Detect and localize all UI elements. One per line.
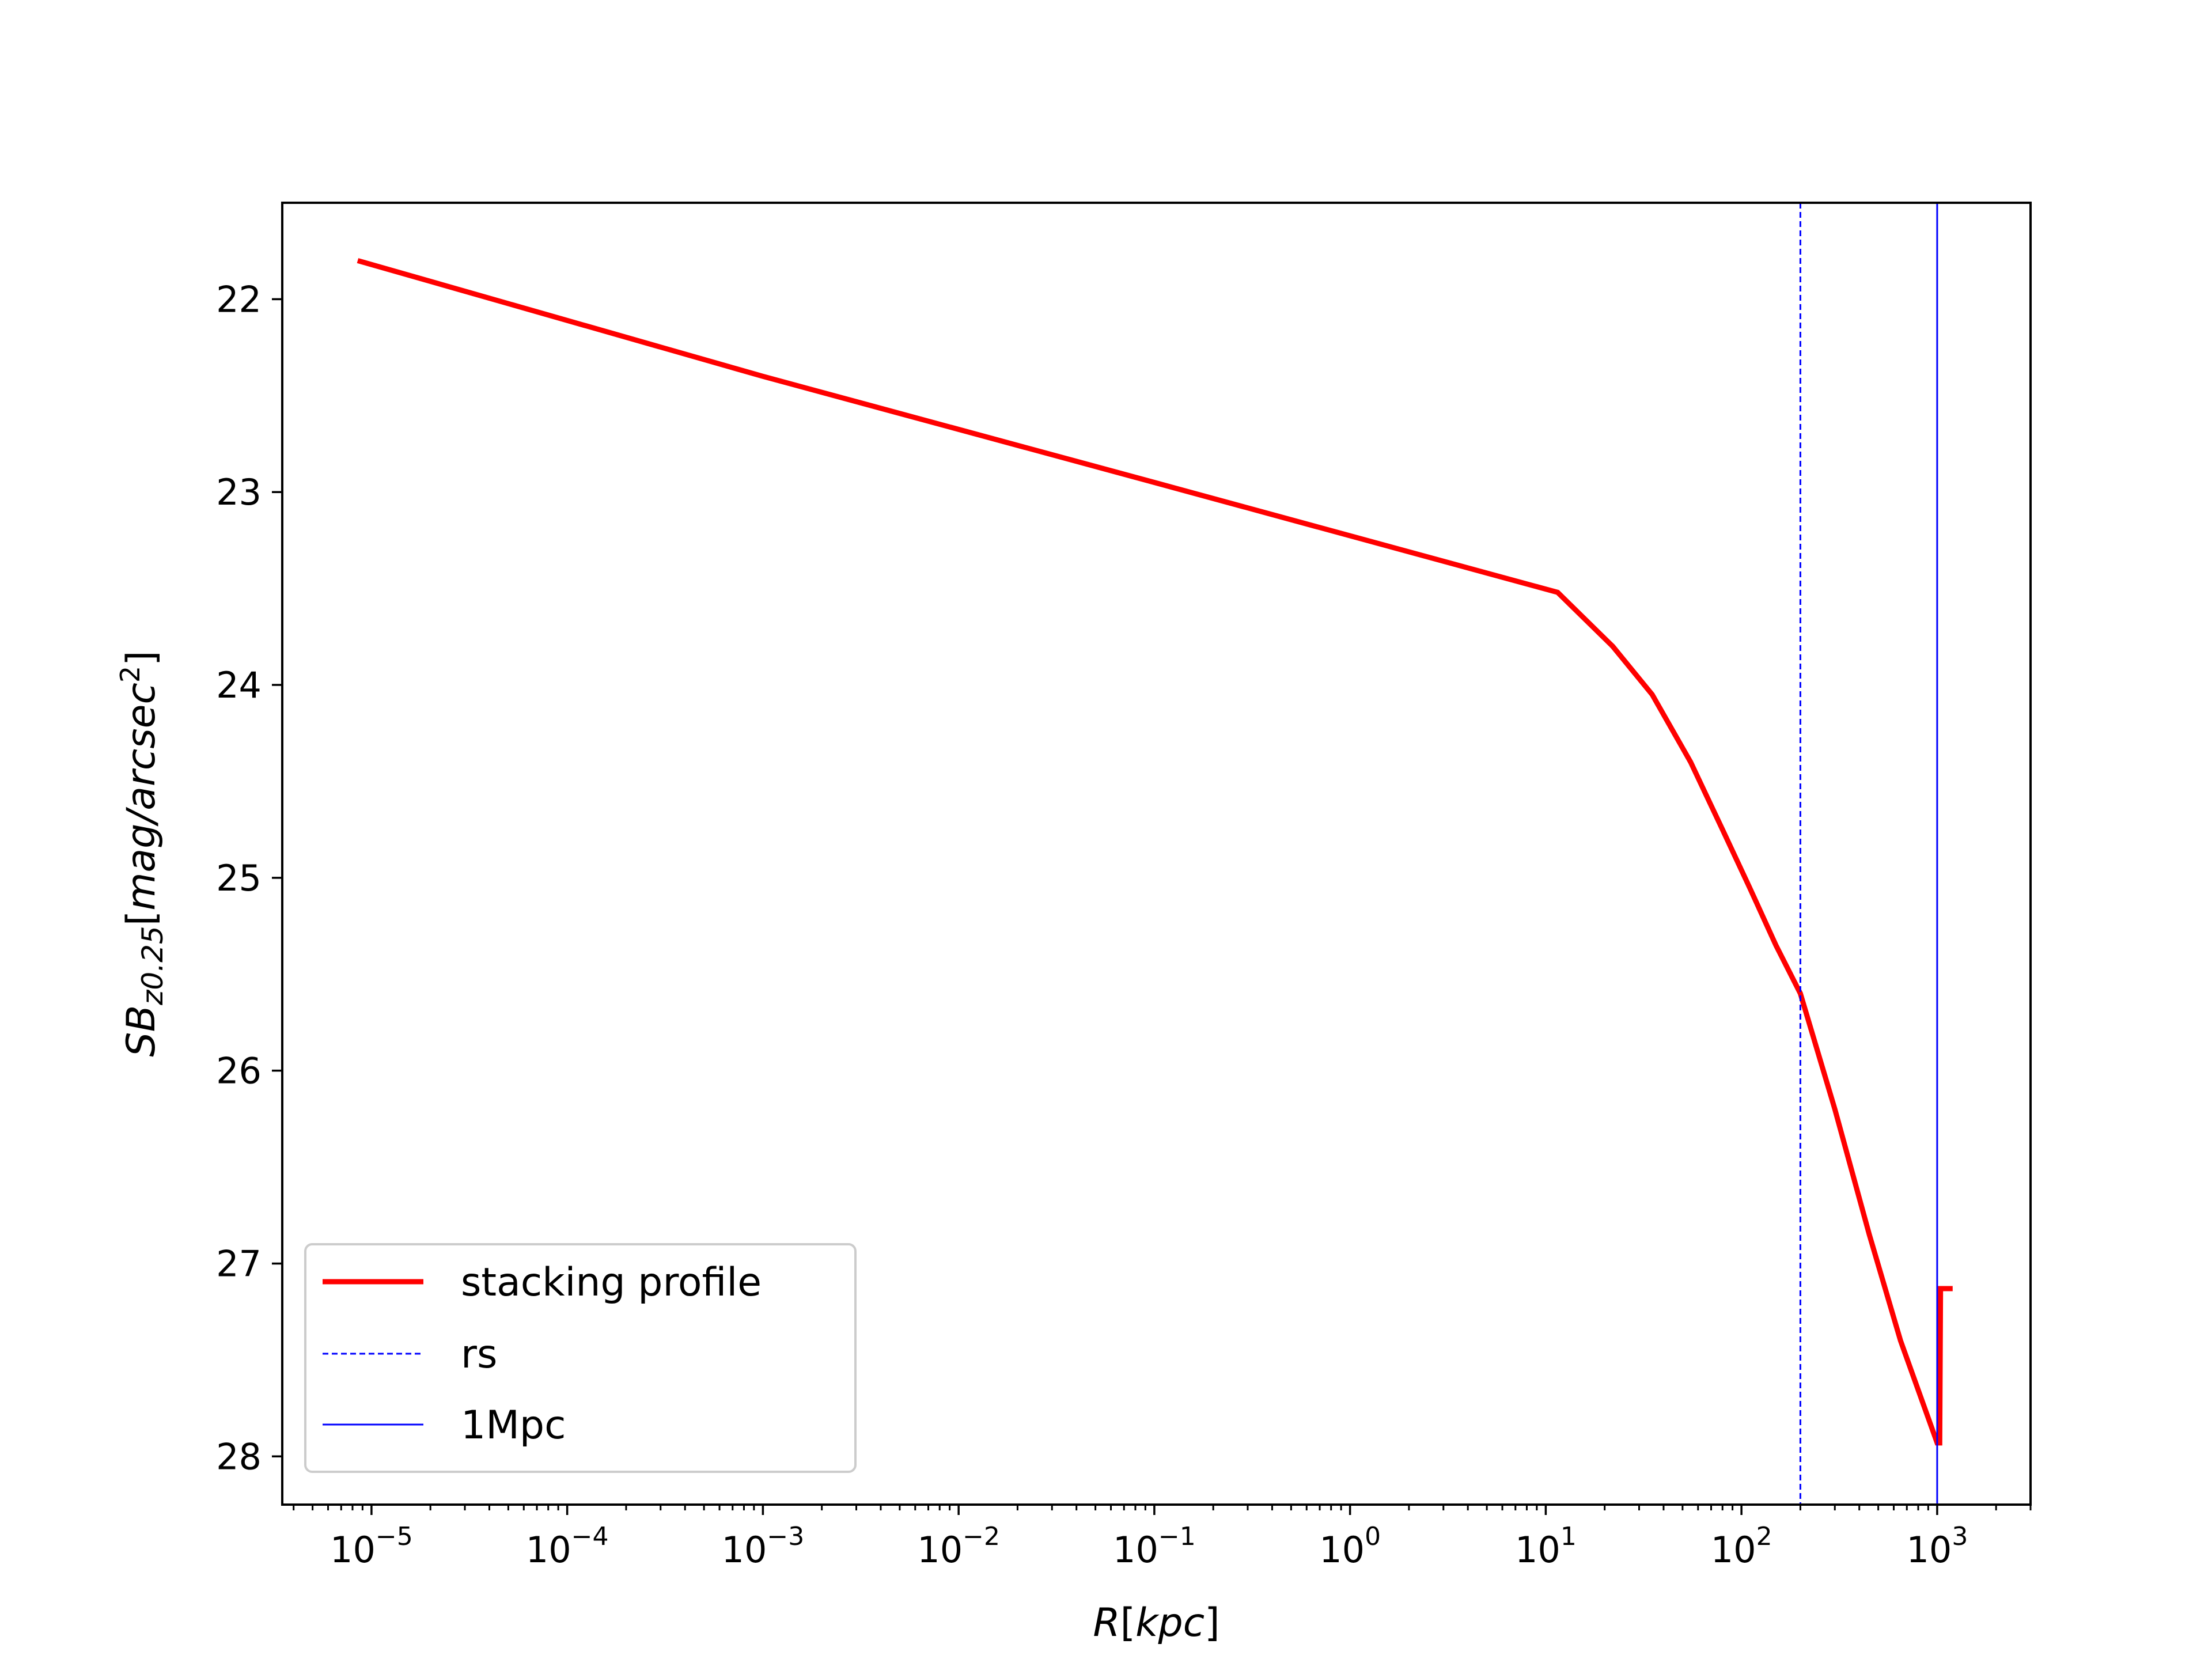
x-tick-label: 10−5	[330, 1522, 413, 1571]
x-tick-label: 10−3	[722, 1522, 805, 1571]
x-tick-label: 100	[1319, 1522, 1381, 1571]
x-tick-label: 103	[1906, 1522, 1968, 1571]
y-tick-label: 24	[216, 664, 262, 706]
y-tick-label: 23	[216, 471, 262, 513]
series-layer	[357, 203, 1953, 1505]
x-axis-label: R[kpc]	[1093, 1600, 1219, 1646]
plot-frame	[281, 202, 2032, 1506]
legend-label-0: stacking profile	[461, 1260, 762, 1305]
x-axis-ticks: 10−5 10−4 10−3 10−2 10−1 100 101 102 103	[330, 1505, 1968, 1571]
y-tick-label: 26	[216, 1050, 262, 1092]
y-tick-label: 22	[216, 278, 262, 320]
legend-label-2: 1Mpc	[461, 1403, 566, 1448]
x-tick-label: 10−2	[917, 1522, 1000, 1571]
legend-box	[304, 1243, 857, 1473]
x-tick-label: 10−4	[526, 1522, 609, 1571]
legend: stacking profile rs 1Mpc	[304, 1243, 857, 1473]
y-axis-label: SBz0.25[mag/arcsec2]	[115, 650, 169, 1056]
y-axis-ticks: 22 23 24 25 26 27 28	[216, 278, 282, 1478]
x-tick-label: 101	[1515, 1522, 1577, 1571]
y-tick-label: 27	[216, 1243, 262, 1285]
x-tick-label: 10−1	[1113, 1522, 1196, 1571]
x-tick-label: 102	[1711, 1522, 1772, 1571]
y-tick-label: 25	[216, 857, 262, 899]
legend-label-1: rs	[461, 1332, 497, 1377]
y-tick-label: 28	[216, 1435, 262, 1478]
